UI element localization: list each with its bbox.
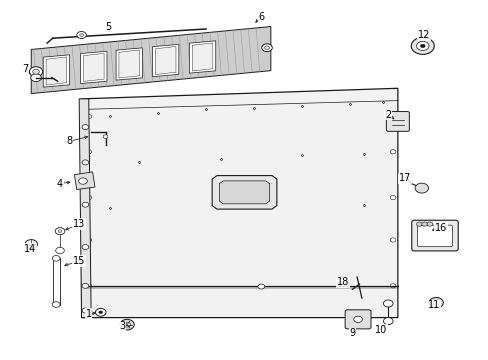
Circle shape xyxy=(29,67,42,77)
Text: 15: 15 xyxy=(73,256,85,266)
Circle shape xyxy=(428,297,443,308)
Circle shape xyxy=(410,37,433,54)
Circle shape xyxy=(389,150,395,154)
Text: 12: 12 xyxy=(417,30,429,40)
FancyBboxPatch shape xyxy=(345,310,370,329)
Polygon shape xyxy=(79,99,91,318)
Circle shape xyxy=(86,195,91,200)
Circle shape xyxy=(82,308,89,313)
Polygon shape xyxy=(152,44,179,77)
Text: 3: 3 xyxy=(119,321,125,332)
Polygon shape xyxy=(83,53,104,81)
Circle shape xyxy=(77,31,86,39)
Text: 17: 17 xyxy=(398,173,410,183)
Circle shape xyxy=(52,302,60,307)
Circle shape xyxy=(86,238,91,242)
Text: 14: 14 xyxy=(23,244,36,254)
Circle shape xyxy=(264,46,269,49)
Polygon shape xyxy=(74,172,95,189)
Circle shape xyxy=(257,284,264,289)
Text: 11: 11 xyxy=(427,300,439,310)
Circle shape xyxy=(55,228,65,235)
Polygon shape xyxy=(31,27,270,94)
Text: 9: 9 xyxy=(348,328,355,338)
Circle shape xyxy=(82,244,89,249)
Polygon shape xyxy=(155,46,176,75)
Circle shape xyxy=(86,114,91,118)
Circle shape xyxy=(421,222,427,226)
Text: 8: 8 xyxy=(66,136,73,146)
Text: 2: 2 xyxy=(385,110,390,120)
Circle shape xyxy=(56,247,64,254)
Circle shape xyxy=(25,240,38,249)
Text: 5: 5 xyxy=(104,22,111,32)
Circle shape xyxy=(52,256,60,261)
Polygon shape xyxy=(212,176,276,209)
Circle shape xyxy=(416,41,428,50)
Polygon shape xyxy=(81,51,107,84)
Circle shape xyxy=(82,283,89,288)
Circle shape xyxy=(80,33,83,36)
Polygon shape xyxy=(119,50,139,78)
Circle shape xyxy=(120,319,134,330)
Circle shape xyxy=(99,311,102,314)
Circle shape xyxy=(82,160,89,165)
Polygon shape xyxy=(189,41,215,73)
Circle shape xyxy=(103,135,108,138)
Circle shape xyxy=(33,69,40,74)
Circle shape xyxy=(82,125,89,130)
Circle shape xyxy=(389,284,395,288)
Circle shape xyxy=(261,44,272,51)
Circle shape xyxy=(416,222,422,226)
Circle shape xyxy=(79,178,87,184)
Text: 16: 16 xyxy=(434,222,446,233)
Text: 1: 1 xyxy=(85,309,92,319)
Circle shape xyxy=(389,114,395,118)
Polygon shape xyxy=(192,43,212,71)
Polygon shape xyxy=(219,181,269,204)
FancyBboxPatch shape xyxy=(417,225,451,247)
Circle shape xyxy=(31,74,41,82)
Circle shape xyxy=(383,318,392,325)
Circle shape xyxy=(426,222,432,226)
Circle shape xyxy=(389,238,395,242)
Polygon shape xyxy=(116,48,142,80)
FancyBboxPatch shape xyxy=(411,220,457,251)
Polygon shape xyxy=(81,88,397,318)
Circle shape xyxy=(389,195,395,200)
Text: 6: 6 xyxy=(258,12,264,22)
Circle shape xyxy=(353,316,362,323)
Text: 4: 4 xyxy=(57,179,63,189)
Text: 7: 7 xyxy=(22,64,28,74)
Circle shape xyxy=(95,309,106,316)
Circle shape xyxy=(432,300,439,305)
Circle shape xyxy=(383,300,392,307)
Text: 13: 13 xyxy=(73,219,85,229)
Circle shape xyxy=(86,150,91,154)
Polygon shape xyxy=(43,55,69,87)
Text: 18: 18 xyxy=(336,277,348,287)
Circle shape xyxy=(86,284,91,288)
Text: 10: 10 xyxy=(374,325,386,335)
FancyBboxPatch shape xyxy=(386,112,408,131)
Circle shape xyxy=(420,44,424,48)
Circle shape xyxy=(123,322,130,327)
Circle shape xyxy=(414,183,427,193)
Polygon shape xyxy=(46,57,66,85)
Circle shape xyxy=(58,230,62,233)
Circle shape xyxy=(82,202,89,207)
